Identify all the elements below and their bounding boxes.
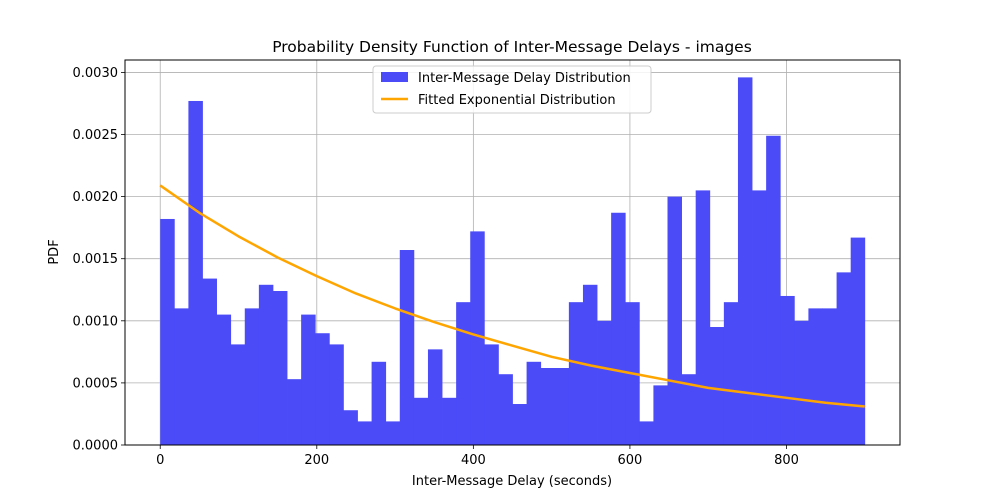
histogram-bar <box>737 77 753 446</box>
plot-frame <box>124 59 901 446</box>
x-tick-label: 600 <box>618 453 643 468</box>
x-tick-label: 0 <box>156 453 164 468</box>
histogram-bar <box>780 295 795 445</box>
histogram-bar <box>230 344 246 445</box>
histogram-bar <box>568 302 584 445</box>
histogram-bar <box>512 404 527 445</box>
histogram-bar <box>611 212 626 445</box>
histogram-bar <box>836 272 852 445</box>
histogram-bar <box>385 421 401 445</box>
histogram-bar <box>216 314 232 445</box>
histogram-bar <box>413 397 429 445</box>
histogram-bar <box>315 333 330 445</box>
x-tick-label: 200 <box>304 453 329 468</box>
histogram-bar <box>357 421 372 445</box>
histogram-bar <box>808 308 823 445</box>
histogram-bar <box>427 349 443 445</box>
legend-label-fitted-line: Fitted Exponential Distribution <box>418 93 616 108</box>
histogram-bar <box>639 421 654 445</box>
histogram-bar <box>554 368 570 445</box>
y-tick-label: 0.0010 <box>73 314 119 329</box>
histogram-bar <box>399 250 415 445</box>
y-tick-label: 0.0005 <box>73 376 119 391</box>
fitted-exponential-line <box>159 184 865 408</box>
legend-label-histogram: Inter-Message Delay Distribution <box>418 71 631 86</box>
histogram-bar <box>653 385 668 445</box>
histogram-bars <box>160 77 866 446</box>
histogram-bar <box>456 302 471 445</box>
histogram-bar <box>498 374 513 445</box>
histogram-bar <box>822 308 837 445</box>
x-tick-label: 800 <box>774 453 799 468</box>
histogram-bar <box>723 302 739 445</box>
histogram-bar <box>681 374 697 445</box>
y-axis-label: PDF <box>47 239 62 264</box>
y-tick-label: 0.0000 <box>73 439 119 454</box>
axis-ticks: 0 200 400 600 800 0.0000 0.0005 0.0010 0.0015 0.0… <box>73 66 799 468</box>
histogram-bar <box>709 327 725 445</box>
legend-box <box>372 65 652 114</box>
histogram-bar <box>766 135 781 446</box>
fitted-curve-layer <box>159 184 865 408</box>
histogram-bar <box>695 190 711 445</box>
y-tick-label: 0.0015 <box>73 252 119 267</box>
histogram-bar <box>174 308 189 445</box>
x-tick-label: 400 <box>461 453 486 468</box>
histogram-bar <box>442 397 457 445</box>
histogram-bar <box>258 284 274 445</box>
y-tick-label: 0.0020 <box>73 190 119 205</box>
histogram-bar <box>272 291 288 445</box>
legend: Inter-Message Delay Distribution Fitted … <box>372 65 652 114</box>
histogram-bar <box>667 196 682 445</box>
x-axis-label: Inter-Message Delay (seconds) <box>412 474 612 489</box>
legend-swatch-histogram <box>381 72 408 82</box>
histogram-bar <box>244 308 260 445</box>
histogram-bar <box>540 368 556 445</box>
histogram-bar <box>287 379 302 445</box>
histogram-bar <box>526 361 542 445</box>
histogram-bar <box>188 100 203 445</box>
histogram-bar <box>752 190 767 445</box>
histogram-bar <box>850 237 866 445</box>
histogram-bar <box>470 231 485 445</box>
histogram-bar <box>794 320 809 445</box>
histogram-bar <box>597 320 612 445</box>
histogram-bar <box>202 278 217 445</box>
chart-title: Probability Density Function of Inter-Me… <box>272 38 752 56</box>
y-tick-label: 0.0025 <box>73 128 119 143</box>
y-tick-label: 0.0030 <box>73 66 119 81</box>
histogram-bar <box>301 314 316 445</box>
histogram-bar <box>329 344 344 445</box>
histogram-bar <box>371 361 387 445</box>
histogram-bar <box>160 218 175 445</box>
histogram-bar <box>484 344 499 445</box>
histogram-bar <box>343 410 358 445</box>
